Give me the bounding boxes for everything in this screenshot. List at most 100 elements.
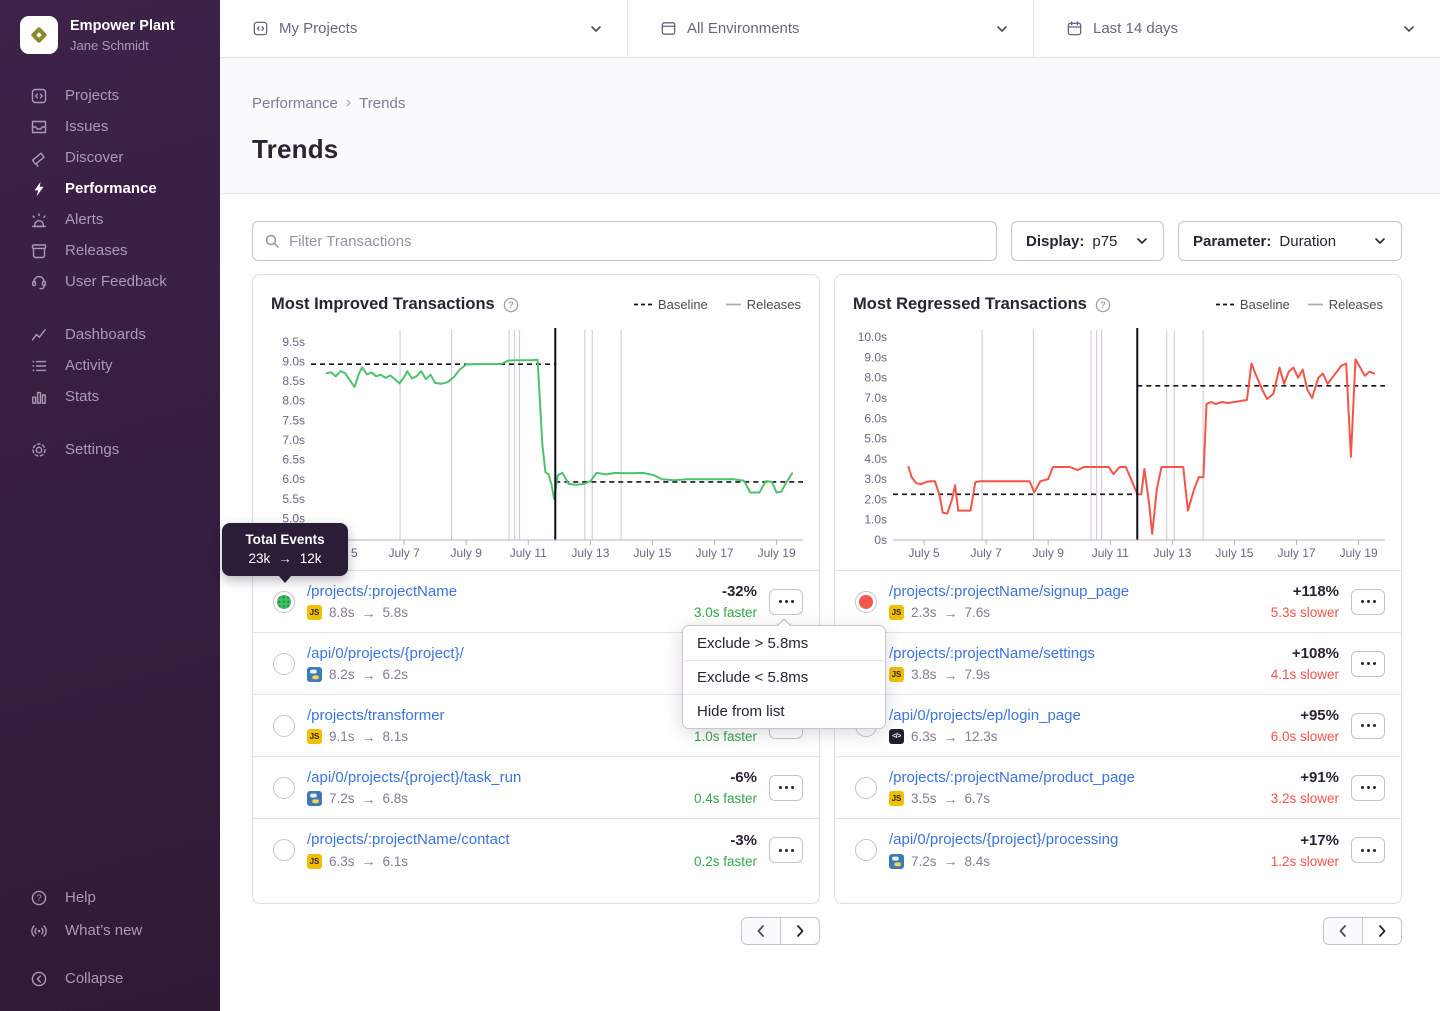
transaction-link[interactable]: /api/0/projects/ep/login_page — [889, 706, 1081, 724]
sidebar-footer: ? Help What’s new Collapse — [0, 881, 220, 995]
more-actions-button[interactable] — [769, 588, 803, 615]
percent-change: -32% — [721, 583, 757, 600]
context-menu-item-exclude-5-8ms[interactable]: Exclude > 5.8ms — [697, 634, 809, 652]
svg-text:5.0s: 5.0s — [282, 511, 305, 525]
next-page-button[interactable] — [1362, 917, 1402, 945]
context-menu-item-exclude-5-8ms[interactable]: Exclude < 5.8ms — [683, 660, 885, 694]
search-box — [252, 221, 997, 261]
sidebar-item-dashboards[interactable]: Dashboards — [0, 319, 220, 350]
context-menu-item-hide-from-list[interactable]: Hide from list — [683, 694, 885, 728]
sidebar-item-discover[interactable]: Discover — [0, 142, 220, 173]
delta-label: 1.2s slower — [1270, 853, 1339, 869]
more-actions-button[interactable] — [1351, 650, 1385, 677]
sidebar-item-stats[interactable]: Stats — [0, 381, 220, 412]
more-actions-button[interactable] — [769, 774, 803, 801]
sidebar-item-issues[interactable]: Issues — [0, 111, 220, 142]
more-actions-button[interactable] — [1351, 837, 1385, 863]
transaction-radio[interactable] — [273, 652, 295, 675]
breadcrumb-performance[interactable]: Performance — [252, 94, 338, 112]
transaction-radio[interactable] — [273, 590, 295, 613]
transaction-info: /api/0/projects/{project}/ 8.2s → 6.2s — [307, 645, 464, 683]
topbar: My Projects All Environments Last 14 day… — [220, 0, 1440, 58]
percent-change: +95% — [1300, 707, 1339, 724]
duration-to: 7.9s — [964, 667, 991, 682]
more-actions-button[interactable] — [1351, 712, 1385, 739]
transaction-row: /projects/:projectName JS 8.8s → 5.8s -32% 3.0… — [253, 571, 819, 633]
transaction-radio[interactable] — [273, 839, 295, 861]
transaction-durations: JS 2.3s → 7.6s — [889, 605, 1129, 621]
transaction-row: /api/0/projects/{project}/task_run 7.2s → 6… — [253, 757, 819, 819]
next-page-button[interactable] — [780, 917, 820, 945]
display-dropdown[interactable]: Display: p75 — [1011, 221, 1164, 261]
previous-page-button[interactable] — [741, 917, 781, 945]
sidebar-item-activity[interactable]: Activity — [0, 350, 220, 381]
parameter-dropdown[interactable]: Parameter: Duration — [1178, 221, 1402, 261]
transaction-change: +95% 6.0s slower — [1271, 707, 1339, 744]
transaction-radio[interactable] — [273, 776, 295, 799]
environment-filter-dropdown[interactable]: All Environments — [628, 0, 1034, 57]
previous-page-button[interactable] — [1323, 917, 1363, 945]
more-actions-button[interactable] — [1351, 588, 1385, 615]
sidebar-item-user-feedback[interactable]: User Feedback — [0, 266, 220, 297]
search-input[interactable] — [252, 221, 997, 261]
more-actions-button[interactable] — [769, 837, 803, 863]
transaction-link[interactable]: /projects/:projectName/settings — [889, 644, 1095, 662]
sidebar-item-what-s-new[interactable]: What’s new — [0, 914, 220, 947]
sidebar-item-performance[interactable]: Performance — [0, 173, 220, 204]
transaction-link[interactable]: /api/0/projects/{project}/ — [307, 644, 464, 662]
legend-baseline: Baseline — [633, 297, 708, 312]
percent-change: -6% — [730, 769, 757, 786]
svg-text:July 19: July 19 — [758, 546, 796, 560]
radio-selected-dot — [859, 594, 873, 609]
more-actions-button[interactable] — [1351, 774, 1385, 801]
svg-text:9.0s: 9.0s — [864, 350, 887, 364]
help-icon[interactable]: ? — [1095, 297, 1111, 313]
transaction-radio[interactable] — [855, 776, 877, 799]
duration-from: 2.3s — [911, 605, 937, 620]
transaction-link[interactable]: /projects/:projectName/contact — [307, 831, 510, 848]
help-icon[interactable]: ? — [503, 297, 519, 313]
delta-label: 6.0s slower — [1270, 729, 1339, 744]
sidebar-item-releases[interactable]: Releases — [0, 235, 220, 266]
svg-text:5.0s: 5.0s — [864, 432, 887, 446]
transaction-link[interactable]: /projects/:projectName/product_page — [889, 768, 1135, 786]
regressed-chart[interactable]: July 5 July 7 July 9 July 11 July 13 July 15 J… — [853, 322, 1385, 570]
arrow-right-icon: → — [361, 604, 376, 621]
org-switcher[interactable]: Empower Plant Jane Schmidt — [0, 0, 220, 54]
transaction-radio[interactable] — [273, 714, 295, 737]
transaction-radio[interactable] — [855, 590, 877, 613]
duration-to: 6.8s — [382, 791, 409, 806]
javascript-platform-icon: JS — [307, 853, 322, 869]
python-platform-icon — [307, 667, 322, 682]
transaction-link[interactable]: /projects/transformer — [307, 706, 445, 724]
sidebar-item-label: What’s new — [65, 922, 143, 939]
transaction-link[interactable]: /api/0/projects/{project}/processing — [889, 831, 1119, 848]
transaction-radio[interactable] — [855, 839, 877, 861]
project-filter-dropdown[interactable]: My Projects — [220, 0, 628, 57]
svg-text:July 19: July 19 — [1340, 546, 1378, 560]
transaction-link[interactable]: /projects/:projectName/signup_page — [889, 582, 1130, 600]
chevron-down-icon — [1137, 238, 1147, 244]
sidebar-item-alerts[interactable]: Alerts — [0, 204, 220, 235]
svg-text:July 15: July 15 — [1215, 546, 1253, 560]
transaction-link[interactable]: /api/0/projects/{project}/task_run — [307, 768, 522, 786]
regressed-panel: Most Regressed Transactions ? Baseline — [834, 274, 1402, 904]
sidebar-item-settings[interactable]: Settings — [0, 434, 220, 465]
breadcrumb-trends[interactable]: Trends — [359, 94, 406, 112]
sidebar-item-help[interactable]: ? Help — [0, 881, 220, 914]
sidebar-item-projects[interactable]: Projects — [0, 80, 220, 111]
transaction-link[interactable]: /projects/:projectName — [307, 582, 458, 600]
svg-text:?: ? — [36, 893, 41, 903]
sidebar-item-collapse[interactable]: Collapse — [0, 962, 220, 995]
regressed-transaction-list: /projects/:projectName/signup_page JS 2.3s… — [835, 570, 1401, 881]
chevron-left-icon — [757, 925, 764, 937]
legend-releases: Releases — [1307, 297, 1383, 312]
project-filter-label: My Projects — [279, 20, 358, 37]
svg-text:4.0s: 4.0s — [864, 452, 887, 466]
date-range-dropdown[interactable]: Last 14 days — [1034, 0, 1440, 57]
projects-icon — [253, 21, 268, 36]
svg-text:July 17: July 17 — [696, 546, 734, 560]
transaction-row: /projects/:projectName/signup_page JS 2.3s… — [835, 571, 1401, 633]
chevron-right-icon — [1379, 925, 1386, 937]
